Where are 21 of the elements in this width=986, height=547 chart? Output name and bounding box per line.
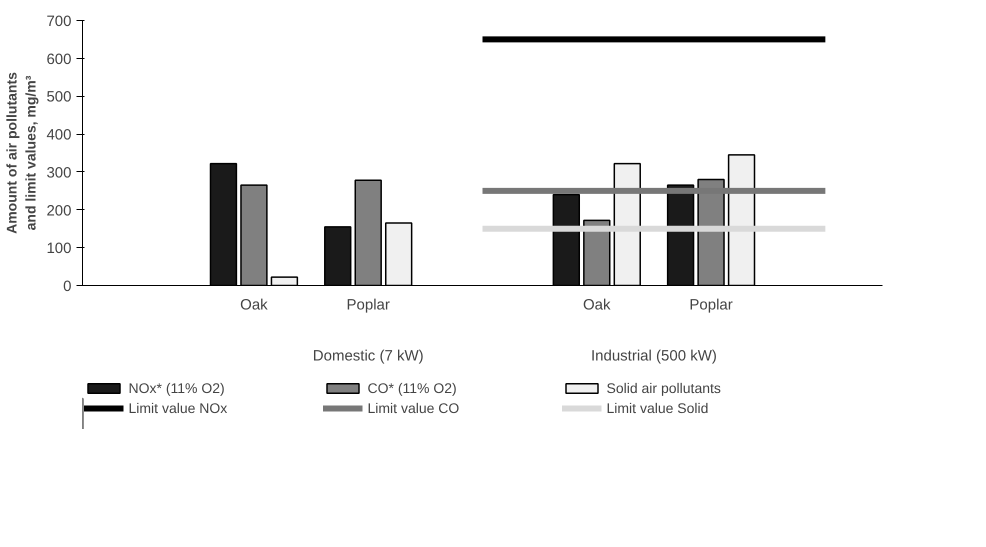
x-tick-label: Oak <box>240 296 268 314</box>
x-tick-label: Poplar <box>346 296 390 314</box>
y-tick-label: 300 <box>46 164 72 182</box>
y-tick-label: 200 <box>46 202 72 220</box>
x-tick-label: Poplar <box>689 296 733 314</box>
y-tick-label: 0 <box>63 278 72 295</box>
legend-label: Limit value NOx <box>128 400 228 416</box>
text: Industrial (500 kW) <box>590 348 717 364</box>
y-tick-label: 700 <box>46 13 72 30</box>
y-tick-label: 600 <box>46 50 72 68</box>
y-tick-label: 500 <box>46 88 72 106</box>
legend-label: NOx* (11% O2) <box>128 380 226 396</box>
text: Domestic (7 kW) <box>312 348 424 364</box>
y-axis-title: Amount of air pollutants and limit values, mg/m³ <box>3 72 38 234</box>
legend-label: CO* (11% O2) <box>368 380 458 396</box>
y-tick-label: 100 <box>46 240 72 258</box>
y-tick-label: 400 <box>46 126 72 144</box>
legend-label: Limit value CO <box>368 400 460 416</box>
legend-label: Limit value Solid <box>606 400 710 416</box>
x-tick-label: Oak <box>583 296 612 314</box>
legend-label: Solid air pollutants <box>606 380 722 396</box>
